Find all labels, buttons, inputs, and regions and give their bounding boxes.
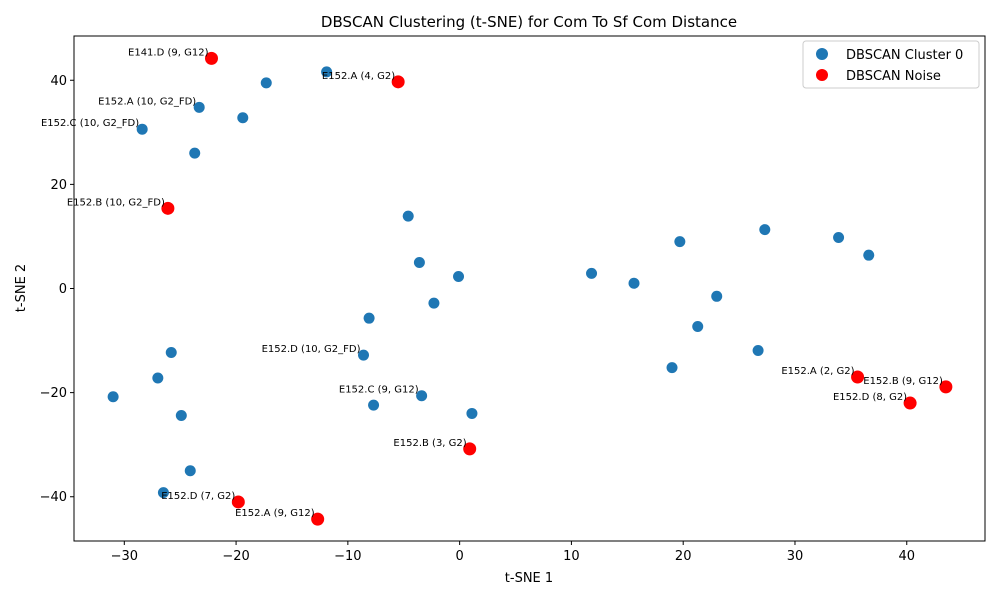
point-label: E152.A (10, G2_FD) (98, 96, 196, 107)
point-label: E152.D (8, G2) (833, 392, 907, 403)
legend: DBSCAN Cluster 0 DBSCAN Noise (802, 40, 980, 89)
legend-label-cluster: DBSCAN Cluster 0 (846, 48, 963, 63)
cluster-point (692, 321, 704, 333)
x-axis-ticks: −30 −20 −10 0 10 20 30 40 (111, 541, 915, 564)
x-tick-label: 10 (563, 549, 580, 564)
cluster-point (184, 465, 196, 477)
legend-marker-noise (816, 69, 828, 81)
cluster-point (157, 487, 169, 499)
noise-point (311, 512, 325, 526)
cluster-point (416, 390, 428, 402)
point-label: E152.B (3, G2) (393, 438, 466, 449)
y-tick-label: 40 (50, 74, 67, 89)
point-label: E152.A (4, G2) (322, 71, 395, 82)
x-tick-label: 40 (898, 549, 915, 564)
cluster-point (711, 290, 723, 302)
cluster-point (453, 271, 465, 283)
data-points (107, 51, 953, 526)
cluster-point (321, 66, 333, 78)
x-tick-label: −10 (334, 549, 361, 564)
cluster-point (165, 347, 177, 359)
point-label: E152.C (9, G12) (339, 385, 419, 396)
cluster-point (466, 407, 478, 419)
x-tick-label: 20 (675, 549, 692, 564)
x-axis-title: t-SNE 1 (505, 571, 553, 586)
point-label: E152.B (10, G2_FD) (67, 197, 165, 208)
cluster-point (363, 312, 375, 324)
cluster-point (674, 236, 686, 248)
noise-point (903, 396, 917, 410)
y-tick-label: 20 (50, 178, 67, 193)
x-tick-label: −20 (222, 549, 249, 564)
plot-area-frame (73, 35, 986, 542)
cluster-point (358, 349, 370, 361)
noise-point (851, 370, 865, 384)
cluster-point (260, 77, 272, 89)
x-tick-label: −30 (111, 549, 138, 564)
cluster-point (368, 399, 380, 411)
legend-label-noise: DBSCAN Noise (846, 69, 941, 84)
noise-point (463, 442, 477, 456)
cluster-point (402, 210, 414, 222)
point-label: E152.A (9, G12) (235, 508, 315, 519)
cluster-point (237, 112, 249, 124)
cluster-point (175, 410, 187, 422)
point-label: E141.D (9, G12) (128, 47, 209, 58)
cluster-point (759, 224, 771, 236)
x-tick-label: 0 (455, 549, 463, 564)
point-label: E152.D (7, G2) (161, 491, 235, 502)
cluster-point (193, 101, 205, 113)
cluster-point (666, 362, 678, 374)
cluster-point (863, 249, 875, 261)
noise-point (161, 201, 175, 215)
cluster-point (189, 147, 201, 159)
cluster-point (152, 372, 164, 384)
point-label: E152.C (10, G2_FD) (41, 118, 139, 129)
cluster-point (428, 297, 440, 309)
legend-marker-cluster (816, 48, 828, 60)
legend-box (802, 40, 980, 89)
cluster-point (752, 344, 764, 356)
noise-point (939, 380, 953, 394)
y-tick-label: 0 (59, 282, 67, 297)
point-label: E152.D (10, G2_FD) (262, 344, 361, 355)
noise-point (231, 495, 245, 509)
y-tick-label: −40 (40, 490, 67, 505)
cluster-point (413, 256, 425, 268)
chart-title: DBSCAN Clustering (t-SNE) for Com To Sf … (321, 13, 737, 31)
point-labels: E152.A (10, G2_FD) E152.C (10, G2_FD) E152… (41, 47, 943, 519)
point-label: E152.A (2, G2) (781, 366, 854, 377)
cluster-point (628, 277, 640, 289)
noise-point (391, 75, 405, 89)
y-axis-title: t-SNE 2 (14, 264, 29, 312)
cluster-point (833, 231, 845, 243)
y-axis-ticks: −40 −20 0 20 40 (40, 74, 74, 505)
cluster-point (107, 391, 119, 403)
cluster-point (136, 123, 148, 135)
point-label: E152.B (9, G12) (863, 376, 943, 387)
x-tick-label: 30 (787, 549, 804, 564)
noise-point (204, 51, 218, 65)
y-tick-label: −20 (40, 386, 67, 401)
cluster-point (586, 267, 598, 279)
